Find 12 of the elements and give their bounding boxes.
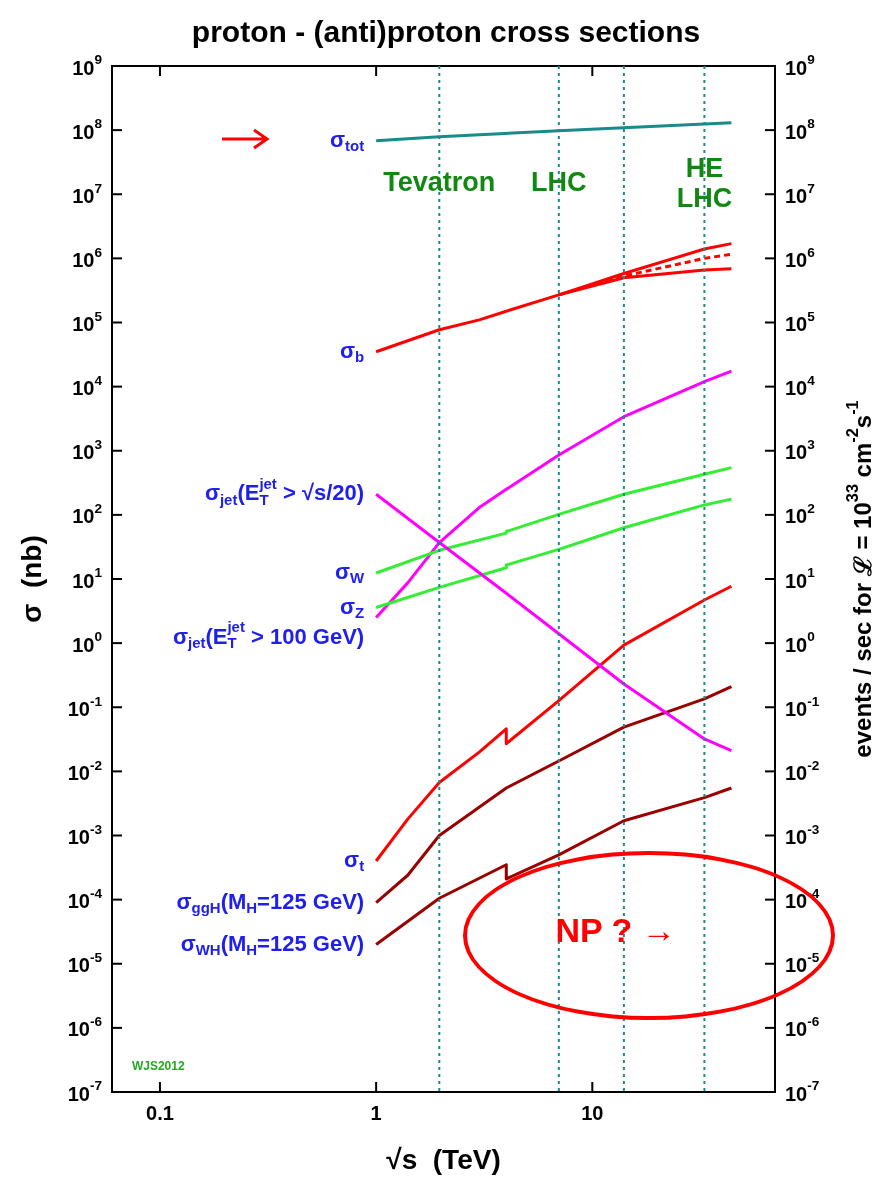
- annotation: WJS2012: [131, 1058, 185, 1073]
- annotation: NP ? →: [555, 911, 676, 950]
- ref-line-label: Tevatron: [383, 167, 496, 198]
- x-tick-label: 10: [581, 1101, 604, 1124]
- y2-axis-title: events / sec for ℒ = 1033 cm-2s-1: [843, 400, 876, 758]
- ref-line-label: LHC: [531, 167, 587, 198]
- x-tick-label: 0.1: [146, 1101, 174, 1124]
- chart-title: proton - (anti)proton cross sections: [191, 15, 701, 49]
- ref-line-label: HE LHC: [676, 153, 733, 214]
- y-axis-title: σ (nb): [15, 535, 47, 623]
- x-tick-label: 1: [370, 1101, 382, 1124]
- x-axis-title: √s (TeV): [386, 1143, 501, 1175]
